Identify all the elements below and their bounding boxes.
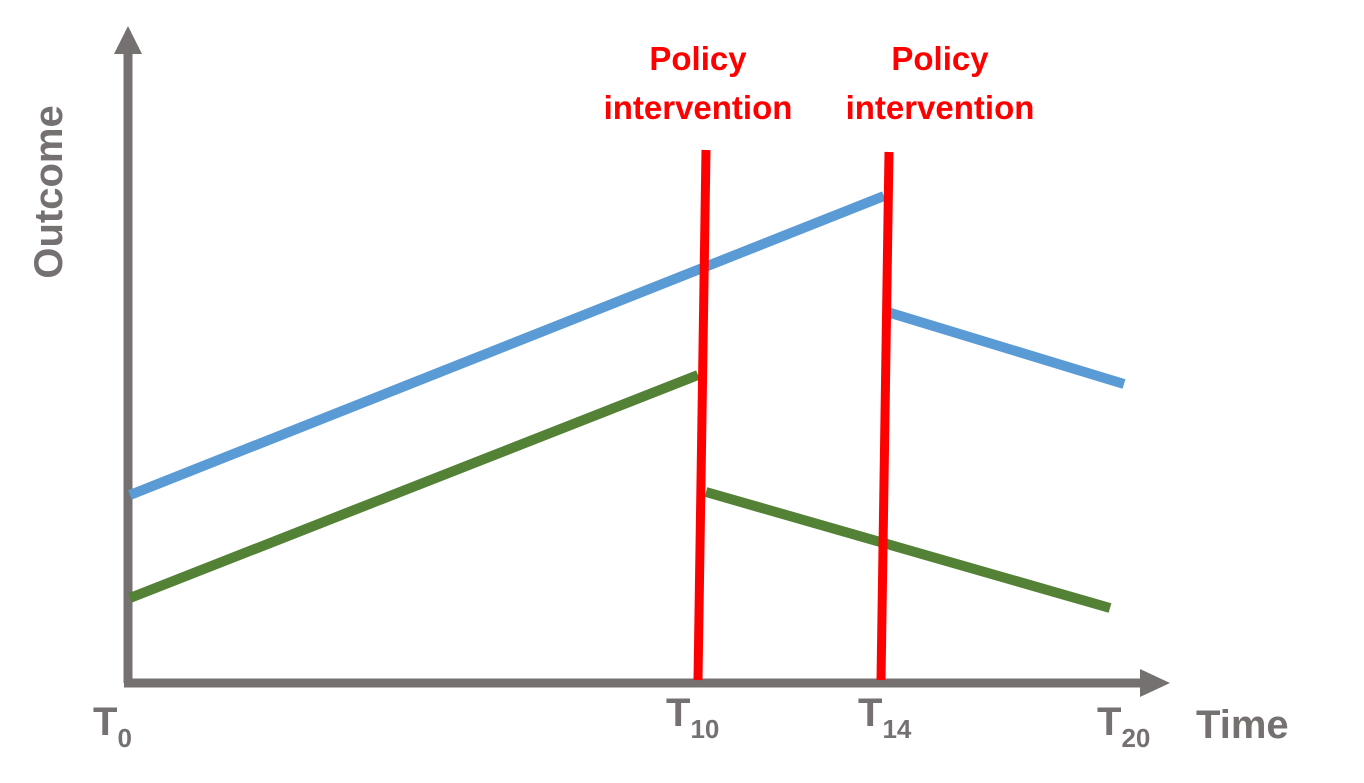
tick-t0-sub: 0 [117,723,131,753]
blue-series [128,191,1126,500]
tick-t0: T0 [93,700,132,753]
green-segment-before [128,370,700,603]
y-axis-arrowhead [114,26,142,54]
tick-t10-base: T [666,691,690,735]
annotation-t10: Policy intervention [604,40,793,126]
tick-t20: T20 [1097,700,1150,753]
annotation-t14-line2: intervention [846,89,1035,126]
annotation-t14: Policy intervention [846,40,1035,126]
tick-t14: T14 [858,691,912,744]
tick-t20-base: T [1097,700,1121,744]
blue-segment-after [882,306,1126,389]
green-series [128,370,1112,613]
y-axis-label: Outcome [27,105,71,278]
tick-t10-sub: 10 [690,714,719,744]
blue-segment-before [128,191,886,500]
green-segment-after [704,487,1112,613]
intervention-line-t14 [876,151,894,681]
tick-t14-sub: 14 [882,714,911,744]
axes [114,26,1170,697]
intervention-lines [693,149,894,681]
intervention-line-t10 [693,149,711,681]
annotation-t10-line1: Policy [649,40,747,77]
tick-t10: T10 [666,691,719,744]
x-axis-label: Time [1196,703,1289,747]
annotation-t10-line2: intervention [604,89,793,126]
annotation-t14-line1: Policy [891,40,989,77]
tick-t14-base: T [858,691,882,735]
tick-t20-sub: 20 [1121,723,1150,753]
tick-t0-base: T [93,700,117,744]
x-axis-arrowhead [1140,669,1170,697]
